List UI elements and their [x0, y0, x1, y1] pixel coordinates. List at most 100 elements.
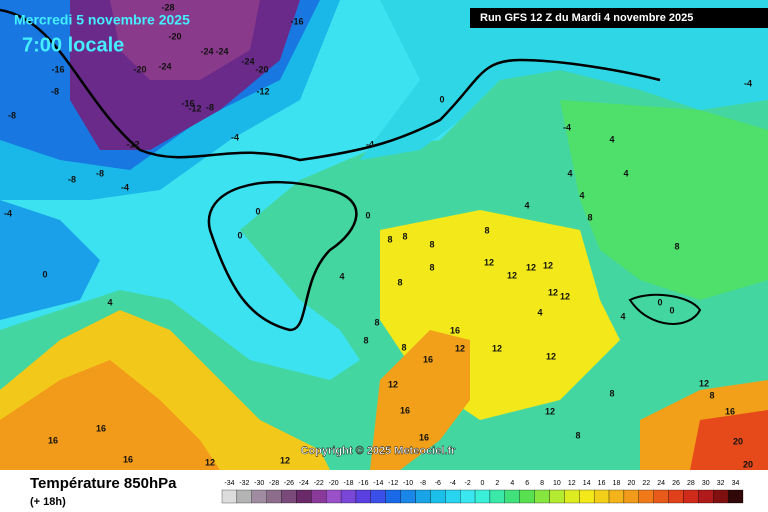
colorbar-cell	[400, 489, 416, 504]
colorbar-label: -30	[254, 480, 264, 487]
contour-label: 12	[492, 343, 502, 353]
colorbar-label: 2	[495, 480, 499, 487]
contour-label: -16	[181, 98, 194, 108]
contour-label: 0	[365, 210, 370, 220]
contour-label: -8	[8, 110, 16, 120]
colorbar-cell	[445, 489, 461, 504]
colorbar-cell	[534, 489, 550, 504]
colorbar-label: 34	[732, 480, 740, 487]
colorbar-label: 30	[702, 480, 710, 487]
contour-label: 12	[526, 262, 536, 272]
colorbar-cell	[296, 489, 312, 504]
field-green-east	[560, 100, 768, 300]
colorbar-cell	[668, 489, 684, 504]
colorbar-label: 14	[583, 480, 591, 487]
contour-label: 8	[609, 388, 614, 398]
contour-label: 4	[567, 168, 572, 178]
run-info: Run GFS 12 Z du Mardi 4 novembre 2025	[480, 12, 693, 24]
contour-label: -4	[366, 139, 374, 149]
colorbar-cell	[727, 489, 744, 504]
contour-label: 4	[107, 297, 112, 307]
contour-label: 12	[205, 457, 215, 467]
contour-label: 16	[419, 432, 429, 442]
contour-label: -12	[126, 139, 139, 149]
colorbar-cell	[266, 489, 282, 504]
contour-label: 16	[96, 423, 106, 433]
colorbar-cell	[340, 489, 357, 504]
contour-label: 12	[280, 455, 290, 465]
contour-label: -20	[133, 64, 146, 74]
colorbar-label: -24	[299, 480, 309, 487]
contour-label: 12	[455, 343, 465, 353]
field-red-east	[690, 410, 768, 470]
colorbar-label: 12	[568, 480, 576, 487]
colorbar-cell	[683, 489, 699, 504]
contour-label: -4	[744, 78, 752, 88]
contour-label: 0	[255, 206, 260, 216]
colorbar-cell	[355, 489, 372, 504]
contour-label: -8	[68, 174, 76, 184]
zero-isotherm-east	[628, 293, 702, 325]
colorbar-label: -20	[329, 480, 339, 487]
colorbar-cell	[504, 489, 520, 504]
contour-label: 16	[450, 325, 460, 335]
contour-label: 16	[423, 354, 433, 364]
run-banner	[470, 8, 768, 28]
contour-label: 0	[237, 230, 242, 240]
contour-label: 8	[674, 241, 679, 251]
contour-label: -24	[215, 46, 228, 56]
contour-label: 8	[402, 231, 407, 241]
colorbar-label: -10	[403, 480, 413, 487]
contour-label: 16	[123, 454, 133, 464]
contour-label: 8	[429, 262, 434, 272]
colorbar-label: -14	[373, 480, 383, 487]
contour-label: 12	[545, 406, 555, 416]
contour-label: 4	[524, 200, 529, 210]
contour-label: -16	[51, 64, 64, 74]
colorbar-label: 24	[657, 480, 665, 487]
contour-label: 12	[699, 378, 709, 388]
contour-label: 4	[609, 134, 614, 144]
colorbar-cell	[579, 489, 595, 504]
colorbar-label: -4	[450, 480, 456, 487]
contour-label: -8	[96, 168, 104, 178]
contour-label: -4	[4, 208, 12, 218]
colorbar-cell	[593, 489, 610, 504]
contour-label: 8	[401, 342, 406, 352]
field-cyan-north	[360, 0, 768, 160]
colorbar-label: 20	[627, 480, 635, 487]
colorbar-cell	[519, 489, 535, 504]
colorbar: -34 -32 -30 -28 -26 -24 -22 -20 -18 -16 -14 -12 -10-…	[221, 480, 744, 504]
contour-label: -20	[255, 64, 268, 74]
forecast-time: 7:00 locale	[22, 34, 124, 56]
colorbar-label: 22	[642, 480, 650, 487]
contour-label: 4	[623, 168, 628, 178]
colorbar-label: -28	[269, 480, 279, 487]
contour-label: -4	[231, 132, 239, 142]
colorbar-cell	[549, 489, 565, 504]
contour-label: 0	[669, 305, 674, 315]
contour-label: 12	[548, 287, 558, 297]
colorbar-label: 10	[553, 480, 561, 487]
colorbar-cell	[608, 489, 625, 504]
colorbar-label: 16	[598, 480, 606, 487]
temperature-field	[0, 0, 768, 470]
colorbar-label: -22	[314, 480, 324, 487]
field-blue-west	[0, 200, 100, 320]
colorbar-cell	[653, 489, 669, 504]
zero-isotherm-loop	[207, 180, 358, 332]
field-orange-west	[0, 360, 220, 470]
colorbar-label: -8	[420, 480, 426, 487]
contour-label: 8	[575, 430, 580, 440]
contour-label: 8	[363, 335, 368, 345]
legend-subtitle: (+ 18h)	[30, 496, 66, 508]
contour-label: -24	[158, 61, 171, 71]
contour-label: 20	[733, 436, 743, 446]
colorbar-cell	[564, 489, 580, 504]
colorbar-label: 26	[672, 480, 680, 487]
colorbar-label: 6	[525, 480, 529, 487]
colorbar-label: -16	[358, 480, 368, 487]
colorbar-label: -34	[224, 480, 234, 487]
colorbar-cell	[326, 489, 342, 504]
